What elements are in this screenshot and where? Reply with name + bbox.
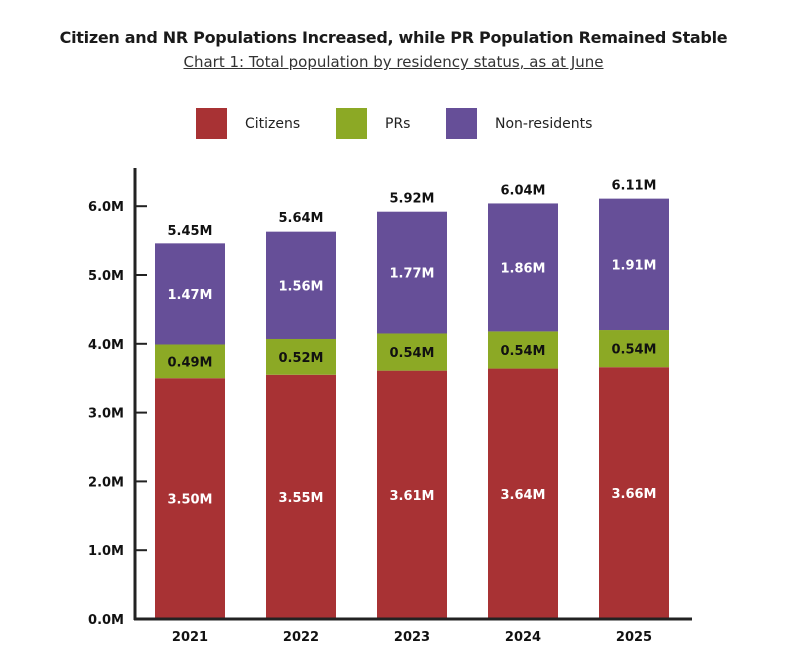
data-label: 0.52M xyxy=(278,351,323,366)
data-label: 1.77M xyxy=(389,267,434,282)
bar-segment-citizens xyxy=(488,368,558,619)
y-tick-label: 2.0M xyxy=(88,475,124,490)
bar-segment-prs xyxy=(266,338,336,375)
legend-label: Citizens xyxy=(245,115,301,132)
data-label: 3.55M xyxy=(278,491,323,506)
data-label: 3.66M xyxy=(611,487,656,502)
legend-label: Non-residents xyxy=(495,115,593,132)
data-label: 1.91M xyxy=(611,258,656,273)
x-tick-label: 2023 xyxy=(394,630,430,645)
total-label: 5.92M xyxy=(389,192,434,207)
legend-item-citizens: Citizens xyxy=(196,108,300,139)
x-tick-label: 2025 xyxy=(616,630,652,645)
data-label: 1.47M xyxy=(167,288,212,303)
total-label: 6.11M xyxy=(611,179,656,194)
data-label: 0.54M xyxy=(500,344,545,359)
data-label: 1.86M xyxy=(500,261,545,276)
y-tick-label: 0.0M xyxy=(88,613,124,628)
chart-subtitle: Chart 1: Total population by residency s… xyxy=(183,53,604,71)
data-label: 3.64M xyxy=(500,488,545,503)
total-label: 5.45M xyxy=(167,224,212,239)
y-tick-label: 6.0M xyxy=(88,200,124,215)
y-tick-label: 3.0M xyxy=(88,407,124,422)
bar-segment-non-residents xyxy=(266,231,336,339)
bar-segment-non-residents xyxy=(599,198,669,331)
legend-swatch-prs xyxy=(336,108,367,139)
legend-item-non-residents: Non-residents xyxy=(446,108,592,139)
legend-swatch-non-residents xyxy=(446,108,477,139)
chart-title: Citizen and NR Populations Increased, wh… xyxy=(59,28,728,47)
legend-swatch-citizens xyxy=(196,108,227,139)
bar-segment-prs xyxy=(488,331,558,369)
bar-segment-citizens xyxy=(155,378,225,619)
y-tick-label: 1.0M xyxy=(88,544,124,559)
data-label: 0.54M xyxy=(389,346,434,361)
bar-segment-non-residents xyxy=(377,211,447,334)
data-label: 0.54M xyxy=(611,343,656,358)
bar-segment-citizens xyxy=(377,370,447,619)
bar-segment-non-residents xyxy=(155,243,225,345)
legend-label: PRs xyxy=(385,115,411,132)
bar-segment-non-residents xyxy=(488,203,558,332)
data-label: 0.49M xyxy=(167,355,212,370)
bar-segment-citizens xyxy=(599,367,669,619)
bar-segment-citizens xyxy=(266,374,336,619)
total-label: 6.04M xyxy=(500,183,545,198)
data-label: 3.61M xyxy=(389,489,434,504)
y-tick-label: 5.0M xyxy=(88,269,124,284)
x-tick-label: 2022 xyxy=(283,630,319,645)
x-tick-label: 2024 xyxy=(505,630,541,645)
bar-segment-prs xyxy=(599,330,669,368)
bar-segment-prs xyxy=(155,344,225,379)
bar-segment-prs xyxy=(377,333,447,371)
data-label: 1.56M xyxy=(278,279,323,294)
legend-item-prs: PRs xyxy=(336,108,410,139)
total-label: 5.64M xyxy=(278,211,323,226)
y-tick-label: 4.0M xyxy=(88,338,124,353)
data-label: 3.50M xyxy=(167,493,212,508)
x-tick-label: 2021 xyxy=(172,630,208,645)
